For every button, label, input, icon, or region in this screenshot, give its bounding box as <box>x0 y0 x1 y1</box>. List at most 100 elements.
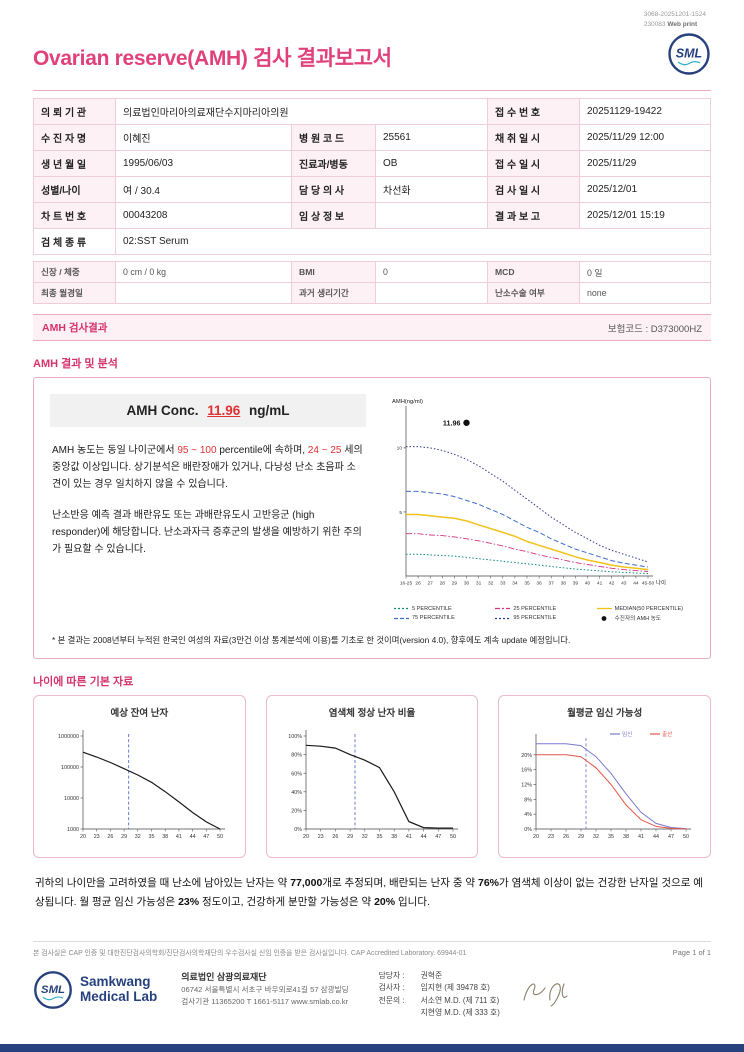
field-value: 여 / 30.4 <box>115 176 292 203</box>
analysis-heading: AMH 결과 및 분석 <box>33 358 118 370</box>
svg-text:47: 47 <box>435 834 441 840</box>
svg-text:100%: 100% <box>288 734 302 740</box>
svg-text:8%: 8% <box>524 797 532 803</box>
result-band-title: AMH 검사결과 <box>42 322 108 334</box>
sml-logo-text: SML <box>676 47 702 61</box>
svg-text:37: 37 <box>549 580 555 586</box>
field-label: 난소수술 여부 <box>487 282 580 304</box>
analysis-box: AMH Conc. 11.96 ng/mL AMH 농도는 동일 나이군에서 9… <box>33 377 711 659</box>
svg-text:27: 27 <box>428 580 434 586</box>
svg-text:43: 43 <box>621 580 627 586</box>
staff-row: 전문의 : 서소연 M.D. (제 711 호) <box>378 995 500 1005</box>
svg-text:32: 32 <box>593 834 599 840</box>
svg-text:42: 42 <box>609 580 615 586</box>
svg-text:10000: 10000 <box>64 796 79 802</box>
analysis-paragraph-2: 난소반응 예측 결과 배란유도 또는 과배란유도시 고반응군 (high res… <box>52 510 362 555</box>
amh-chart-legend: 5 PERCENTILE 25 PERCENTILE MEDIAN(50 PERCE… <box>382 605 694 622</box>
field-value: 00043208 <box>115 202 292 229</box>
svg-text:28: 28 <box>440 580 446 586</box>
page-number: Page 1 of 1 <box>672 947 711 957</box>
field-value: 차선화 <box>375 176 488 203</box>
field-label: 차 트 번 호 <box>33 202 116 229</box>
field-label: 검 사 일 시 <box>487 176 580 203</box>
svg-text:35: 35 <box>524 580 530 586</box>
legend-item: 95 PERCENTILE <box>495 615 557 621</box>
field-label: 진료과/병동 <box>291 150 376 177</box>
certification-row: 본 검사실은 CAP 인증 및 대한진단검사의학회/진단검사의학재단의 우수검사… <box>33 947 711 957</box>
field-value: OB <box>375 150 488 177</box>
svg-text:38: 38 <box>163 834 169 840</box>
field-label: 접 수 번 호 <box>487 98 580 125</box>
remaining-eggs-panel: 예상 잔여 난자 1000 10000 100000 1000000 20 23 26 29 3… <box>33 695 246 858</box>
signature <box>516 974 578 1017</box>
field-label: 성별/나이 <box>33 176 116 203</box>
bottom-navy-bar <box>0 1044 744 1052</box>
svg-text:39: 39 <box>573 580 579 586</box>
footer-logo: SML Samkwang Medical Lab <box>33 970 157 1010</box>
svg-text:0%: 0% <box>524 827 532 833</box>
svg-text:41: 41 <box>597 580 603 586</box>
svg-text:50: 50 <box>450 834 456 840</box>
svg-text:60%: 60% <box>291 771 302 777</box>
lab-name: Samkwang Medical Lab <box>80 974 158 1004</box>
svg-text:12%: 12% <box>521 783 532 789</box>
legend-item: MEDIAN(50 PERCENTILE) <box>596 605 684 612</box>
field-label: 병 원 코 드 <box>291 124 376 151</box>
svg-text:29: 29 <box>347 834 353 840</box>
svg-text:31: 31 <box>476 580 482 586</box>
svg-text:38: 38 <box>561 580 567 586</box>
svg-text:29: 29 <box>578 834 584 840</box>
field-value <box>375 282 488 304</box>
table-row: 최종 월경일 과거 생리기간 난소수술 여부 none <box>33 282 711 304</box>
svg-text:50: 50 <box>217 834 223 840</box>
field-label: 의 뢰 기 관 <box>33 98 116 125</box>
svg-text:41: 41 <box>406 834 412 840</box>
field-value: 25561 <box>375 124 488 151</box>
svg-text:40: 40 <box>585 580 591 586</box>
field-value: 2025/11/29 <box>579 150 711 177</box>
measurement-table: 신장 / 체중 0 cm / 0 kg BMI 0 MCD 0 일 최종 월경일… <box>33 261 711 304</box>
svg-text:29: 29 <box>121 834 127 840</box>
svg-text:23: 23 <box>94 834 100 840</box>
svg-text:41: 41 <box>176 834 182 840</box>
staff-block: 담당자 : 권혁준 검사자 : 임지현 (제 39478 호) 전문의 : 서소… <box>379 970 500 1020</box>
footer-divider <box>33 940 711 942</box>
legend-item: 5 PERCENTILE <box>394 605 452 612</box>
svg-text:16-25: 16-25 <box>400 580 413 586</box>
patient-info-table: 의 뢰 기 관 의료법인마리아의료재단수지마리아의원 접 수 번 호 20251… <box>33 98 711 255</box>
svg-text:23: 23 <box>318 834 324 840</box>
certification-text: 본 검사실은 CAP 인증 및 대한진단검사의학회/진단검사의학재단의 우수검사… <box>33 949 467 957</box>
svg-text:23: 23 <box>548 834 554 840</box>
basic-data-heading: 나이에 따른 기본 자료 <box>33 676 134 688</box>
field-value: none <box>579 282 711 304</box>
conc-label: AMH Conc. <box>126 403 199 418</box>
svg-text:34: 34 <box>512 580 518 586</box>
header-divider <box>33 90 711 91</box>
svg-text:80%: 80% <box>291 753 302 759</box>
field-value: 2025/12/01 15:19 <box>579 202 711 229</box>
svg-text:10: 10 <box>397 446 403 452</box>
field-label: 담 당 의 사 <box>291 176 376 203</box>
field-value: 0 <box>375 261 488 283</box>
table-row: 차 트 번 호 00043208 임 상 정 보 결 과 보 고 2025/12… <box>33 202 711 229</box>
svg-text:임신: 임신 <box>622 730 632 738</box>
svg-text:AMH(ng/ml): AMH(ng/ml) <box>392 399 423 405</box>
summary-paragraph: 귀하의 나이만을 고려하였을 때 난소에 남아있는 난자는 약 77,000개로… <box>35 877 703 909</box>
svg-text:35: 35 <box>608 834 614 840</box>
svg-text:44: 44 <box>421 834 427 840</box>
svg-text:44: 44 <box>633 580 639 586</box>
svg-text:38: 38 <box>391 834 397 840</box>
staff-row: 담당자 : 권혁준 <box>378 970 443 980</box>
field-value: 02:SST Serum <box>115 228 711 255</box>
amh-result-band: AMH 검사결과 보험코드 : D373000HZ <box>33 314 711 341</box>
svg-text:45-50: 45-50 <box>642 580 655 586</box>
svg-text:1000000: 1000000 <box>58 734 79 740</box>
svg-text:41: 41 <box>638 834 644 840</box>
svg-text:35: 35 <box>377 834 383 840</box>
panel-title: 월평균 임신 가능성 <box>567 708 643 719</box>
lab-contact: 검사기관 11365200 T 1661-5117 www.smlab.co.k… <box>181 997 349 1007</box>
table-row: 생 년 월 일 1995/06/03 진료과/병동 OB 접 수 일 시 202… <box>33 150 711 177</box>
field-value <box>375 202 488 229</box>
svg-text:32: 32 <box>362 834 368 840</box>
svg-text:20: 20 <box>533 834 539 840</box>
